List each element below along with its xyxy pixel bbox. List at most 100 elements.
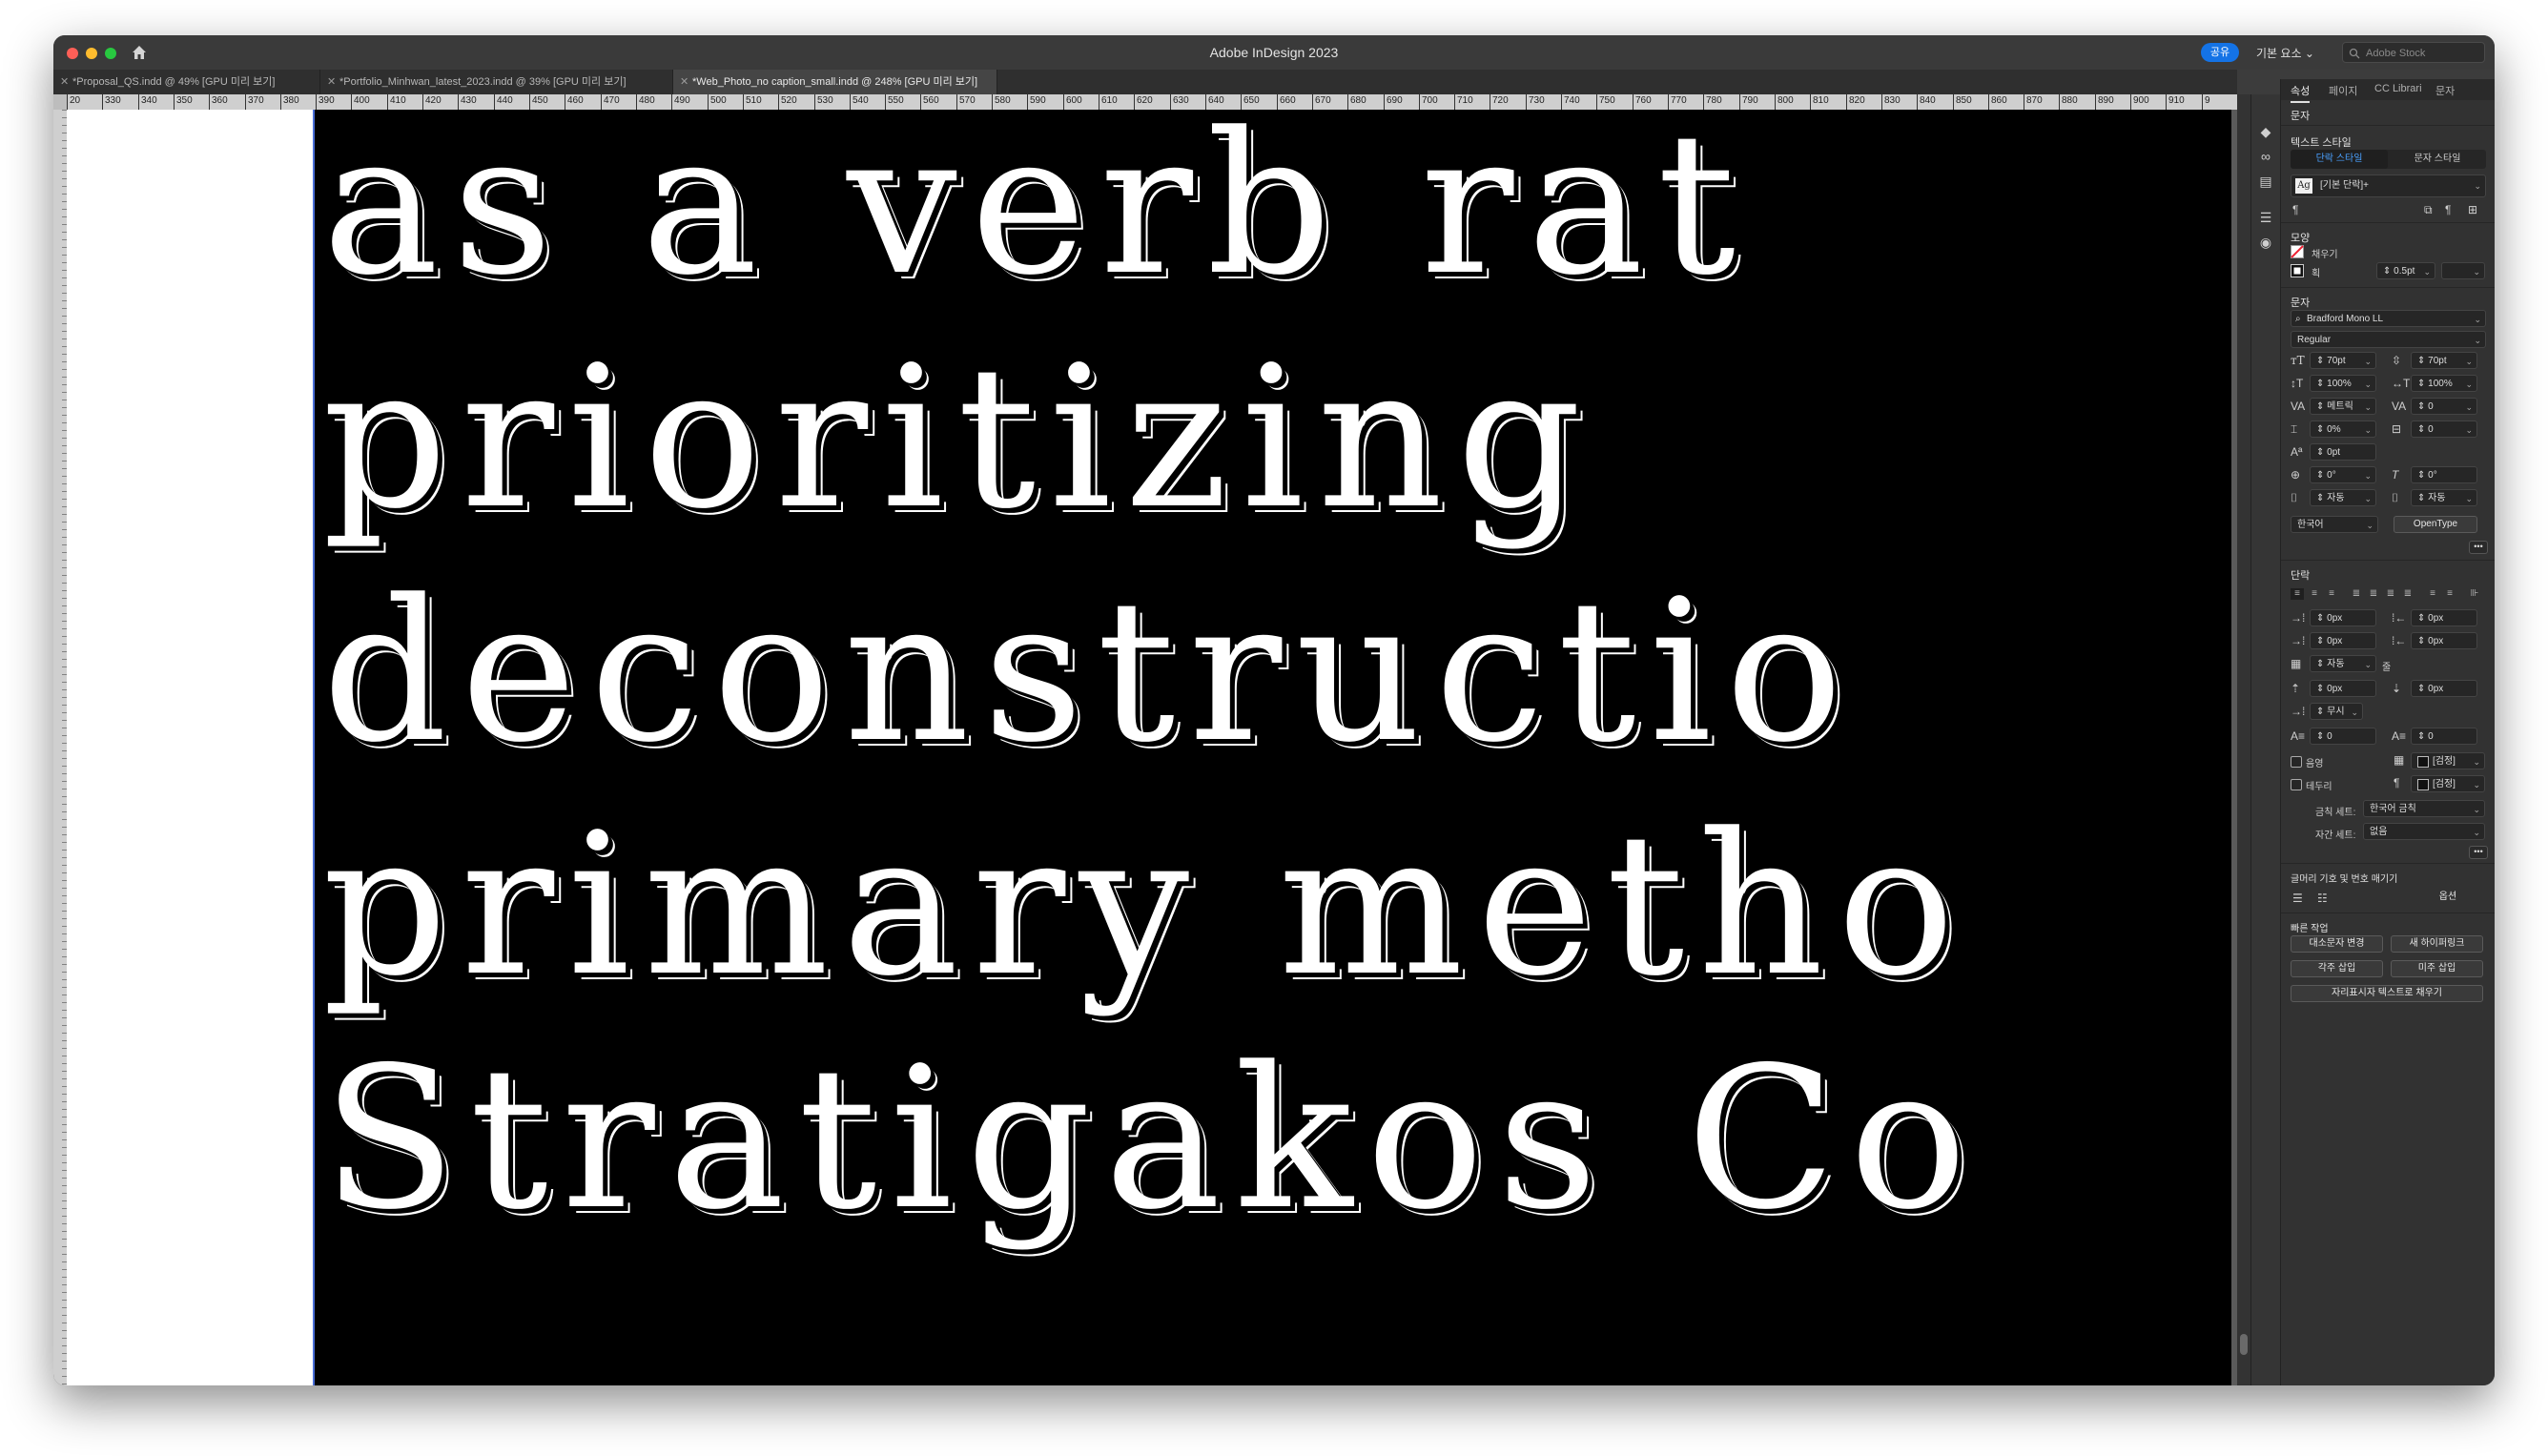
- add-style-icon[interactable]: ⊞: [2468, 203, 2478, 216]
- tsume-field[interactable]: ⇕ 0% ⌄: [2310, 420, 2376, 438]
- aki-field[interactable]: ⇕ 0 ⌄: [2411, 420, 2477, 438]
- align-center-icon[interactable]: ≡: [2312, 588, 2317, 599]
- swatches-icon[interactable]: ◉: [2259, 235, 2272, 250]
- menu-icon[interactable]: ☰: [2259, 210, 2272, 225]
- tab-pages[interactable]: 페이지: [2329, 86, 2358, 97]
- styles-icon[interactable]: ▤: [2259, 174, 2272, 189]
- insert-endnote-button[interactable]: 미주 삽입: [2391, 960, 2483, 977]
- ignore-dropdown[interactable]: ⇕ 무시 ⌄: [2310, 703, 2363, 720]
- tab-portfolio[interactable]: ✕ *Portfolio_Minhwan_latest_2023.indd @ 3…: [320, 70, 673, 94]
- document-canvas[interactable]: as a verb rat prioritizing deconstructio…: [67, 110, 2237, 1385]
- justify-right-icon[interactable]: ≣: [2386, 588, 2395, 599]
- ruler-origin[interactable]: [53, 94, 67, 110]
- space-after-field[interactable]: ⇕ 0px: [2411, 680, 2477, 697]
- home-icon[interactable]: [130, 43, 149, 62]
- shading-settings-icon[interactable]: ▦: [2394, 753, 2405, 767]
- zoom-window-button[interactable]: [105, 48, 116, 59]
- bullet-list-icon[interactable]: ☰: [2292, 892, 2303, 905]
- justify-center-icon[interactable]: ≣: [2369, 588, 2378, 599]
- adobe-stock-search[interactable]: Adobe Stock: [2342, 42, 2485, 63]
- opentype-button[interactable]: OpenType: [2394, 516, 2477, 533]
- justify-left-icon[interactable]: ≣: [2352, 588, 2361, 599]
- new-style-icon[interactable]: ⧉: [2424, 203, 2433, 216]
- tracking-field[interactable]: ⇕ 0 ⌄: [2411, 398, 2477, 415]
- fill-none-icon[interactable]: [2291, 245, 2304, 258]
- last-indent-field[interactable]: ⇕ 0px: [2411, 632, 2477, 649]
- border-checkbox[interactable]: [2291, 779, 2302, 790]
- share-button[interactable]: 공유: [2201, 43, 2239, 62]
- stroke-swatch-icon[interactable]: [2291, 264, 2304, 277]
- font-style-dropdown[interactable]: Regular ⌄: [2291, 331, 2486, 348]
- tab-web-photo[interactable]: ✕ *Web_Photo_no caption_small.indd @ 248%…: [673, 70, 997, 94]
- space-before-field[interactable]: ⇕ 0px: [2310, 680, 2376, 697]
- close-icon[interactable]: ✕: [680, 76, 689, 88]
- border-color-dropdown[interactable]: [검정] ⌄: [2411, 775, 2485, 792]
- more-options-icon[interactable]: •••: [2469, 541, 2488, 554]
- new-hyperlink-button[interactable]: 새 하이퍼링크: [2391, 935, 2483, 953]
- text-line-4[interactable]: primary metho: [322, 792, 1968, 1019]
- mojikumi-dropdown[interactable]: 없음 ⌄: [2363, 823, 2485, 840]
- pilcrow-icon[interactable]: ¶: [2292, 203, 2299, 216]
- document-page[interactable]: as a verb rat prioritizing deconstructio…: [313, 110, 2231, 1385]
- vertical-scale-field[interactable]: ⇕ 100% ⌄: [2310, 375, 2376, 392]
- skew-field[interactable]: ⇕ 0°: [2411, 466, 2477, 483]
- leading-field[interactable]: ⇕ 70pt ⌄: [2411, 352, 2477, 369]
- tab-character[interactable]: 문자: [2435, 86, 2456, 97]
- auto-dropdown-1[interactable]: ⇕ 자동 ⌄: [2310, 489, 2376, 506]
- first-indent-field[interactable]: ⇕ 0px: [2310, 632, 2376, 649]
- minimize-window-button[interactable]: [86, 48, 97, 59]
- close-window-button[interactable]: [67, 48, 78, 59]
- align-away-spine-icon[interactable]: ≡: [2447, 588, 2453, 599]
- tab-properties[interactable]: 속성: [2291, 83, 2311, 103]
- text-line-2[interactable]: prioritizing: [322, 325, 1595, 552]
- horizontal-scale-field[interactable]: ⇕ 100% ⌄: [2411, 375, 2477, 392]
- tab-cc-libraries[interactable]: CC Librari: [2374, 83, 2422, 94]
- insert-footnote-button[interactable]: 각주 삽입: [2291, 960, 2383, 977]
- vertical-ruler[interactable]: [53, 110, 67, 1385]
- justify-grid-icon[interactable]: ⊪: [2470, 588, 2479, 599]
- rotation-field[interactable]: ⇕ 0° ⌄: [2310, 466, 2376, 483]
- kerning-dropdown[interactable]: ⇕ 메트릭 ⌄: [2310, 398, 2376, 415]
- close-icon[interactable]: ✕: [327, 76, 337, 88]
- border-settings-icon[interactable]: ¶: [2394, 776, 2400, 790]
- text-line-3[interactable]: deconstructio: [322, 559, 1857, 786]
- horizontal-ruler[interactable]: 20 330 340 350 360 370 380 390 400 410 420 430 440 45…: [67, 94, 2237, 110]
- kinsoku-dropdown[interactable]: 한국어 금칙 ⌄: [2363, 800, 2485, 817]
- text-line-5[interactable]: Stratigakos Co: [322, 1026, 1981, 1253]
- align-spine-icon[interactable]: ≡: [2430, 588, 2435, 599]
- tab-proposal[interactable]: ✕ *Proposal_QS.indd @ 49% [GPU 미리 보기]: [53, 70, 320, 94]
- clear-overrides-icon[interactable]: ¶: [2445, 203, 2452, 216]
- left-indent-field[interactable]: ⇕ 0px: [2310, 609, 2376, 626]
- bullets-options-button[interactable]: 옵션: [2438, 892, 2457, 902]
- fill-placeholder-text-button[interactable]: 자리표시자 텍스트로 채우기: [2291, 985, 2483, 1002]
- align-right-icon[interactable]: ≡: [2329, 588, 2334, 599]
- change-case-button[interactable]: 대소문자 변경: [2291, 935, 2383, 953]
- scroll-thumb[interactable]: [2240, 1334, 2248, 1355]
- grid-align-dropdown[interactable]: ⇕ 자동 ⌄: [2310, 655, 2376, 672]
- stroke-type-dropdown[interactable]: ⌄: [2441, 262, 2485, 279]
- vertical-scrollbar[interactable]: [2237, 94, 2250, 1385]
- shading-checkbox[interactable]: [2291, 756, 2302, 768]
- justify-all-icon[interactable]: ≣: [2403, 588, 2413, 599]
- close-icon[interactable]: ✕: [60, 76, 70, 88]
- more-options-icon[interactable]: •••: [2469, 846, 2488, 859]
- font-family-dropdown[interactable]: ⌕ Bradford Mono LL ⌄: [2291, 310, 2486, 327]
- workspace-switcher[interactable]: 기본 요소 ⌄: [2256, 45, 2314, 61]
- font-size-field[interactable]: ⇕ 70pt ⌄: [2310, 352, 2376, 369]
- drop-cap-chars-field[interactable]: ⇕ 0: [2411, 728, 2477, 745]
- paragraph-style-dropdown[interactable]: Ag [기본 단락]+ ⌄: [2291, 174, 2486, 197]
- shading-color-dropdown[interactable]: [검정] ⌄: [2411, 752, 2485, 769]
- char-style-tab[interactable]: 문자 스타일: [2414, 154, 2461, 164]
- auto-dropdown-2[interactable]: ⇕ 자동 ⌄: [2411, 489, 2477, 506]
- drop-cap-lines-field[interactable]: ⇕ 0: [2310, 728, 2376, 745]
- align-left-icon[interactable]: ≡: [2291, 588, 2304, 600]
- stroke-weight-field[interactable]: ⇕ 0.5pt ⌄: [2376, 262, 2435, 279]
- links-icon[interactable]: ∞: [2261, 149, 2271, 164]
- language-dropdown[interactable]: 한국어 ⌄: [2291, 516, 2378, 533]
- layers-icon[interactable]: ◆: [2260, 124, 2271, 139]
- text-line-1[interactable]: as a verb rat: [322, 110, 1750, 318]
- numbered-list-icon[interactable]: ☷: [2317, 892, 2328, 905]
- right-indent-field[interactable]: ⇕ 0px: [2411, 609, 2477, 626]
- para-style-tab[interactable]: 단락 스타일: [2291, 150, 2388, 169]
- baseline-shift-field[interactable]: ⇕ 0pt: [2310, 443, 2376, 461]
